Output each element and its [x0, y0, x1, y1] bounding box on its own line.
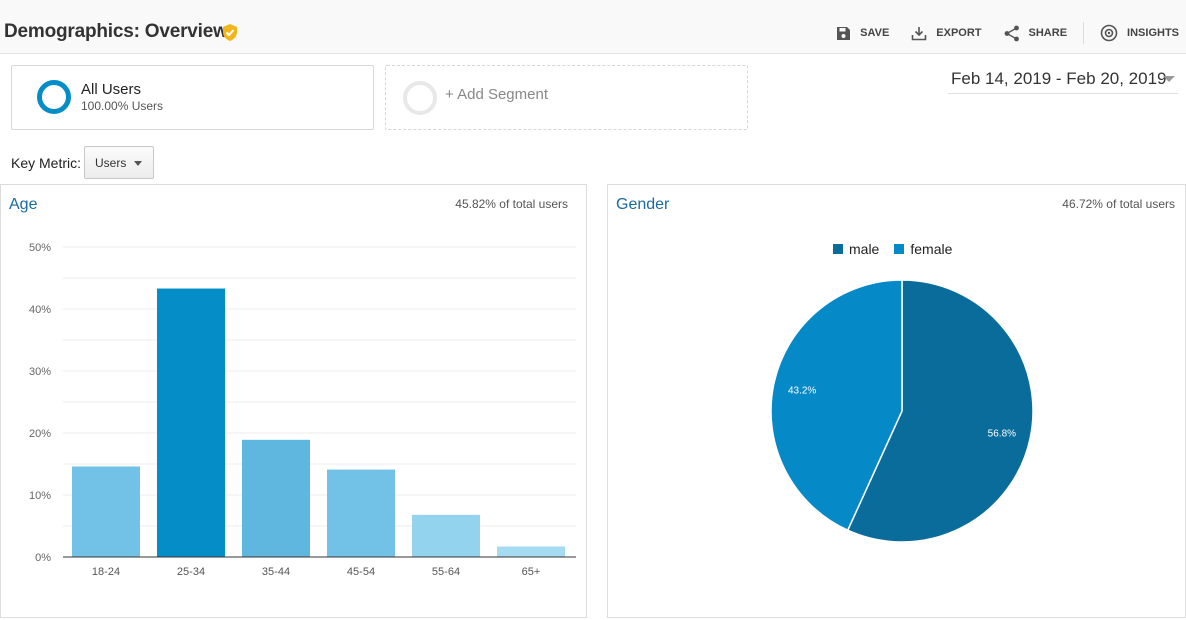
- save-button[interactable]: SAVE: [836, 26, 889, 41]
- key-metric-value: Users: [95, 156, 127, 170]
- pie-slice-male: [846, 279, 1034, 543]
- export-icon: [911, 26, 927, 40]
- legend-label-male: male: [849, 241, 880, 257]
- legend-item-male: male: [833, 241, 879, 257]
- legend-item-female: female: [894, 241, 952, 257]
- gender-pie-chart: 56.8% 43.2%: [770, 279, 1034, 543]
- age-bar-chart: 0% 10% 20% 30% 40% 50% 18-24 25-34 35-44 45-54 55-…: [29, 242, 576, 578]
- add-segment-label: + Add Segment: [445, 86, 548, 103]
- x-tick-label: 18-24: [92, 566, 120, 578]
- share-button[interactable]: SHARE: [1004, 25, 1068, 42]
- segment-all-users[interactable]: All Users 100.00% Users: [11, 65, 374, 130]
- bar-18-24: [72, 466, 140, 557]
- bar-35-44: [242, 439, 310, 557]
- y-tick-label: 0%: [35, 552, 51, 564]
- verified-shield-icon: [223, 24, 237, 41]
- pie-label-female: 43.2%: [788, 385, 816, 396]
- bar-65+: [497, 546, 565, 557]
- top-bar: Demographics: Overview SAVE EXPORT: [0, 0, 1186, 54]
- y-tick-label: 30%: [29, 366, 51, 378]
- empty-segment-ring-icon: [403, 81, 437, 115]
- gender-legend: male female: [833, 241, 967, 257]
- segment-percent: 100.00% Users: [81, 99, 164, 113]
- y-tick-label: 20%: [29, 428, 51, 440]
- gender-panel: Gender 46.72% of total users male female…: [607, 184, 1186, 618]
- x-tick-label: 45-54: [347, 566, 375, 578]
- x-tick-label: 65+: [522, 566, 541, 578]
- legend-swatch-male: [833, 244, 843, 254]
- legend-label-female: female: [910, 241, 953, 257]
- key-metric-select[interactable]: Users: [84, 146, 154, 179]
- x-tick-label: 25-34: [177, 566, 205, 578]
- insights-icon: [1100, 24, 1118, 42]
- x-tick-label: 55-64: [432, 566, 460, 578]
- bar-45-54: [327, 469, 395, 557]
- share-label: SHARE: [1028, 27, 1068, 39]
- y-tick-label: 40%: [29, 304, 51, 316]
- bar-55-64: [412, 514, 480, 557]
- gender-percent-of-total: 46.72% of total users: [1062, 197, 1175, 211]
- share-icon: [1004, 25, 1019, 41]
- pie-slice-female: [770, 279, 903, 532]
- y-tick-label: 50%: [29, 242, 51, 254]
- y-tick-label: 10%: [29, 490, 51, 502]
- export-button[interactable]: EXPORT: [911, 26, 982, 41]
- date-range-picker[interactable]: Feb 14, 2019 - Feb 20, 2019: [948, 68, 1178, 94]
- x-tick-label: 35-44: [262, 566, 290, 578]
- chevron-down-icon: [1163, 76, 1175, 82]
- header-actions: SAVE EXPORT SHARE INSIGH: [814, 22, 1179, 44]
- segment-ring-icon: [37, 80, 71, 114]
- bar-25-34: [157, 288, 225, 557]
- age-panel-title[interactable]: Age: [9, 196, 38, 213]
- insights-label: INSIGHTS: [1127, 27, 1179, 39]
- gender-panel-title[interactable]: Gender: [616, 196, 670, 213]
- page-title: Demographics: Overview: [4, 21, 228, 42]
- age-panel: Age 45.82% of total users 0% 10% 20% 30% 40%…: [0, 184, 587, 618]
- key-metric-label: Key Metric:: [11, 155, 82, 171]
- chevron-down-icon: [134, 161, 142, 166]
- segment-name: All Users: [81, 81, 142, 98]
- legend-swatch-female: [894, 244, 905, 254]
- add-segment-button[interactable]: + Add Segment: [385, 65, 748, 130]
- save-icon: [837, 26, 851, 40]
- action-divider: [1083, 22, 1085, 44]
- insights-button[interactable]: INSIGHTS: [1100, 24, 1179, 42]
- age-percent-of-total: 45.82% of total users: [455, 197, 568, 211]
- date-range-text: Feb 14, 2019 - Feb 20, 2019: [951, 69, 1167, 88]
- pie-label-male: 56.8%: [988, 429, 1016, 440]
- save-label: SAVE: [860, 27, 890, 39]
- export-label: EXPORT: [936, 27, 982, 39]
